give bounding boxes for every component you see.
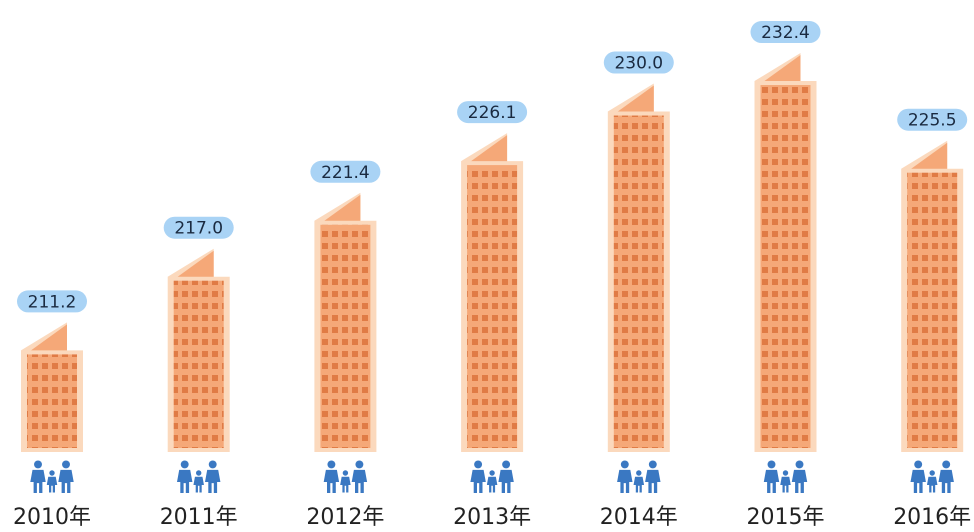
- building-roof: [617, 85, 654, 112]
- building-roof: [911, 142, 948, 169]
- person-body: [340, 476, 351, 493]
- value-label: 225.5: [908, 111, 957, 131]
- value-label: 211.2: [28, 292, 77, 312]
- value-pill: [603, 51, 674, 74]
- person-head: [942, 460, 951, 469]
- person: [58, 460, 74, 493]
- x-tick-label: 2014年: [600, 505, 678, 530]
- person-body: [470, 469, 486, 493]
- person: [910, 460, 926, 493]
- building-roof: [764, 55, 801, 82]
- x-tick-label: 2016年: [893, 505, 971, 530]
- person: [791, 460, 808, 493]
- x-tick-label: 2011年: [160, 505, 238, 530]
- person-body: [323, 469, 340, 493]
- person: [617, 460, 633, 493]
- person: [486, 470, 498, 493]
- person: [46, 470, 58, 493]
- windows: [27, 354, 77, 448]
- value-pill: [17, 290, 87, 313]
- person-body: [617, 469, 633, 493]
- windows: [467, 165, 518, 449]
- x-tick-label: 2013年: [453, 505, 531, 530]
- person-head: [180, 460, 189, 469]
- value-label: 232.4: [761, 23, 810, 43]
- person: [780, 470, 791, 493]
- value-pill: [897, 108, 968, 131]
- person-head: [620, 460, 629, 469]
- person-head: [648, 460, 657, 469]
- value-pill: [750, 21, 821, 44]
- person: [926, 470, 938, 493]
- person-body: [486, 476, 498, 493]
- building-roof: [324, 194, 361, 221]
- windows: [613, 115, 664, 448]
- person-head: [208, 460, 217, 469]
- x-tick-label: 2012年: [306, 505, 384, 530]
- person: [340, 470, 351, 493]
- value-label: 230.0: [614, 54, 663, 74]
- windows: [760, 85, 811, 449]
- person-body: [910, 469, 926, 493]
- person-head: [502, 460, 511, 469]
- value-pill: [163, 216, 234, 239]
- building-roof: [31, 324, 67, 351]
- person-head: [489, 470, 495, 476]
- person-head: [929, 470, 935, 476]
- person: [30, 460, 46, 493]
- person-head: [34, 460, 42, 469]
- person-head: [782, 470, 789, 476]
- windows: [907, 172, 958, 449]
- person-body: [30, 469, 46, 493]
- value-label: 226.1: [468, 103, 517, 123]
- person-body: [791, 469, 808, 493]
- person: [470, 460, 486, 493]
- person-body: [46, 476, 58, 493]
- person-head: [914, 460, 923, 469]
- value-label: 217.0: [174, 219, 223, 239]
- value-pill: [457, 101, 528, 124]
- person-body: [633, 476, 645, 493]
- person-head: [767, 460, 776, 469]
- x-tick-label: 2010年: [13, 505, 91, 530]
- person-head: [355, 460, 364, 469]
- person-body: [176, 469, 193, 493]
- person: [351, 460, 368, 493]
- person-body: [938, 469, 954, 493]
- person-body: [498, 469, 514, 493]
- person-body: [204, 469, 221, 493]
- person-body: [193, 476, 204, 493]
- person-head: [342, 470, 349, 476]
- person: [323, 460, 340, 493]
- person-body: [780, 476, 791, 493]
- person: [763, 460, 780, 493]
- person: [498, 460, 514, 493]
- person: [204, 460, 221, 493]
- person-body: [763, 469, 780, 493]
- person: [193, 470, 204, 493]
- person: [938, 460, 954, 493]
- person: [176, 460, 193, 493]
- person-head: [62, 460, 70, 469]
- person: [645, 460, 661, 493]
- person-body: [351, 469, 368, 493]
- building-roof: [471, 135, 508, 162]
- person-head: [196, 470, 202, 476]
- windows: [320, 224, 371, 448]
- person-body: [645, 469, 661, 493]
- person-body: [926, 476, 938, 493]
- person: [633, 470, 645, 493]
- x-tick-label: 2015年: [747, 505, 825, 530]
- person-head: [474, 460, 483, 469]
- person-body: [58, 469, 74, 493]
- person-head: [49, 470, 55, 476]
- person-head: [795, 460, 804, 469]
- windows: [173, 280, 224, 448]
- value-pill: [310, 160, 381, 183]
- person-head: [327, 460, 336, 469]
- value-label: 221.4: [321, 163, 370, 183]
- building-roof: [177, 250, 214, 277]
- person-head: [636, 470, 642, 476]
